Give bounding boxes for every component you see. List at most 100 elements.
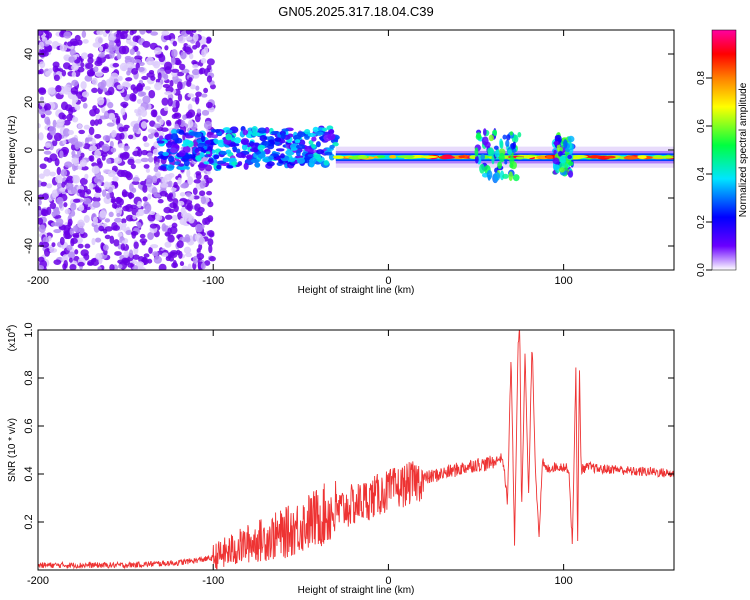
onset-blob (170, 147, 178, 154)
noise-speckle (124, 145, 130, 150)
noise-speckle (163, 206, 172, 214)
burst-blob (498, 152, 505, 163)
noise-speckle (140, 91, 147, 97)
noise-speckle (158, 118, 164, 126)
noise-speckle (106, 158, 112, 165)
noise-speckle (70, 238, 75, 247)
noise-speckle (159, 190, 168, 197)
noise-speckle (139, 238, 148, 244)
noise-speckle (195, 91, 203, 97)
noise-speckle (124, 55, 132, 60)
noise-speckle (45, 39, 53, 45)
noise-speckle (94, 134, 102, 139)
noise-speckle (196, 108, 202, 114)
onset-blob (266, 161, 275, 167)
noise-speckle (63, 119, 71, 126)
onset-blob (247, 130, 253, 135)
onset-blob (304, 135, 310, 140)
noise-speckle (200, 57, 207, 64)
noise-speckle (106, 122, 115, 127)
line-core (515, 156, 524, 160)
noise-speckle (91, 77, 98, 86)
noise-speckle (49, 202, 57, 210)
noise-speckle (125, 230, 133, 236)
noise-speckle (113, 157, 123, 164)
noise-speckle (169, 226, 178, 235)
onset-blob (225, 129, 233, 134)
noise-speckle (80, 165, 89, 171)
onset-blob (213, 138, 218, 144)
line-core (660, 155, 674, 159)
noise-speckle (104, 234, 111, 240)
burst-blob (554, 135, 559, 142)
noise-speckle (94, 119, 99, 126)
noise-speckle (101, 155, 106, 161)
line-core (604, 155, 616, 159)
noise-speckle (132, 254, 140, 260)
noise-speckle (109, 198, 117, 203)
noise-speckle (84, 243, 91, 249)
noise-speckle (171, 57, 176, 66)
noise-speckle (192, 33, 199, 42)
noise-speckle (195, 40, 201, 48)
noise-speckle (197, 206, 205, 213)
noise-speckle (187, 93, 195, 98)
noise-speckle (155, 214, 163, 221)
noise-speckle (112, 176, 119, 182)
noise-speckle (97, 266, 102, 270)
line-core (410, 154, 425, 159)
burst-blob (556, 143, 561, 152)
noise-speckle (92, 201, 101, 208)
noise-speckle (207, 201, 214, 208)
noise-speckle (143, 164, 150, 169)
snr-ylabel: SNR (10 * v/v) (7, 418, 18, 482)
noise-speckle (147, 232, 154, 240)
onset-blob (171, 128, 178, 135)
onset-blob (257, 144, 265, 151)
onset-blob (280, 132, 286, 140)
snr-xtick-label: 0 (385, 575, 391, 587)
burst-blob (509, 162, 514, 169)
noise-speckle (158, 263, 167, 270)
noise-speckle (71, 150, 76, 157)
noise-speckle (185, 192, 192, 197)
noise-speckle (133, 123, 140, 130)
noise-speckle (63, 31, 72, 39)
noise-speckle (171, 68, 180, 73)
noise-speckle (109, 140, 114, 148)
noise-speckle (102, 135, 111, 142)
noise-speckle (192, 255, 198, 265)
noise-speckle (177, 200, 185, 206)
noise-speckle (38, 217, 44, 225)
noise-speckle (82, 143, 91, 150)
noise-speckle (77, 124, 83, 129)
noise-speckle (38, 265, 45, 270)
noise-speckle (107, 109, 116, 115)
noise-speckle (71, 157, 79, 164)
noise-speckle (45, 31, 53, 39)
onset-blob (323, 160, 330, 166)
noise-speckle (181, 182, 190, 188)
onset-blob (328, 128, 334, 134)
noise-speckle (113, 239, 120, 247)
noise-speckle (203, 174, 209, 180)
noise-speckle (153, 123, 161, 129)
noise-speckle (43, 156, 50, 162)
noise-speckle (196, 252, 205, 260)
noise-speckle (52, 139, 58, 147)
noise-speckle (195, 223, 203, 233)
noise-speckle (165, 119, 172, 126)
noise-speckle (208, 256, 216, 262)
burst-blob (493, 171, 501, 181)
noise-speckle (103, 181, 110, 190)
snr-ytick-label: 0.6 (23, 418, 35, 433)
onset-blob (309, 157, 317, 164)
noise-speckle (64, 161, 73, 168)
burst-blob (567, 135, 575, 143)
noise-speckle (104, 226, 113, 232)
noise-speckle (71, 99, 76, 108)
noise-speckle (101, 189, 107, 197)
onset-blob (274, 137, 282, 142)
noise-speckle (125, 204, 134, 212)
spectrogram-heatmap (38, 30, 674, 270)
